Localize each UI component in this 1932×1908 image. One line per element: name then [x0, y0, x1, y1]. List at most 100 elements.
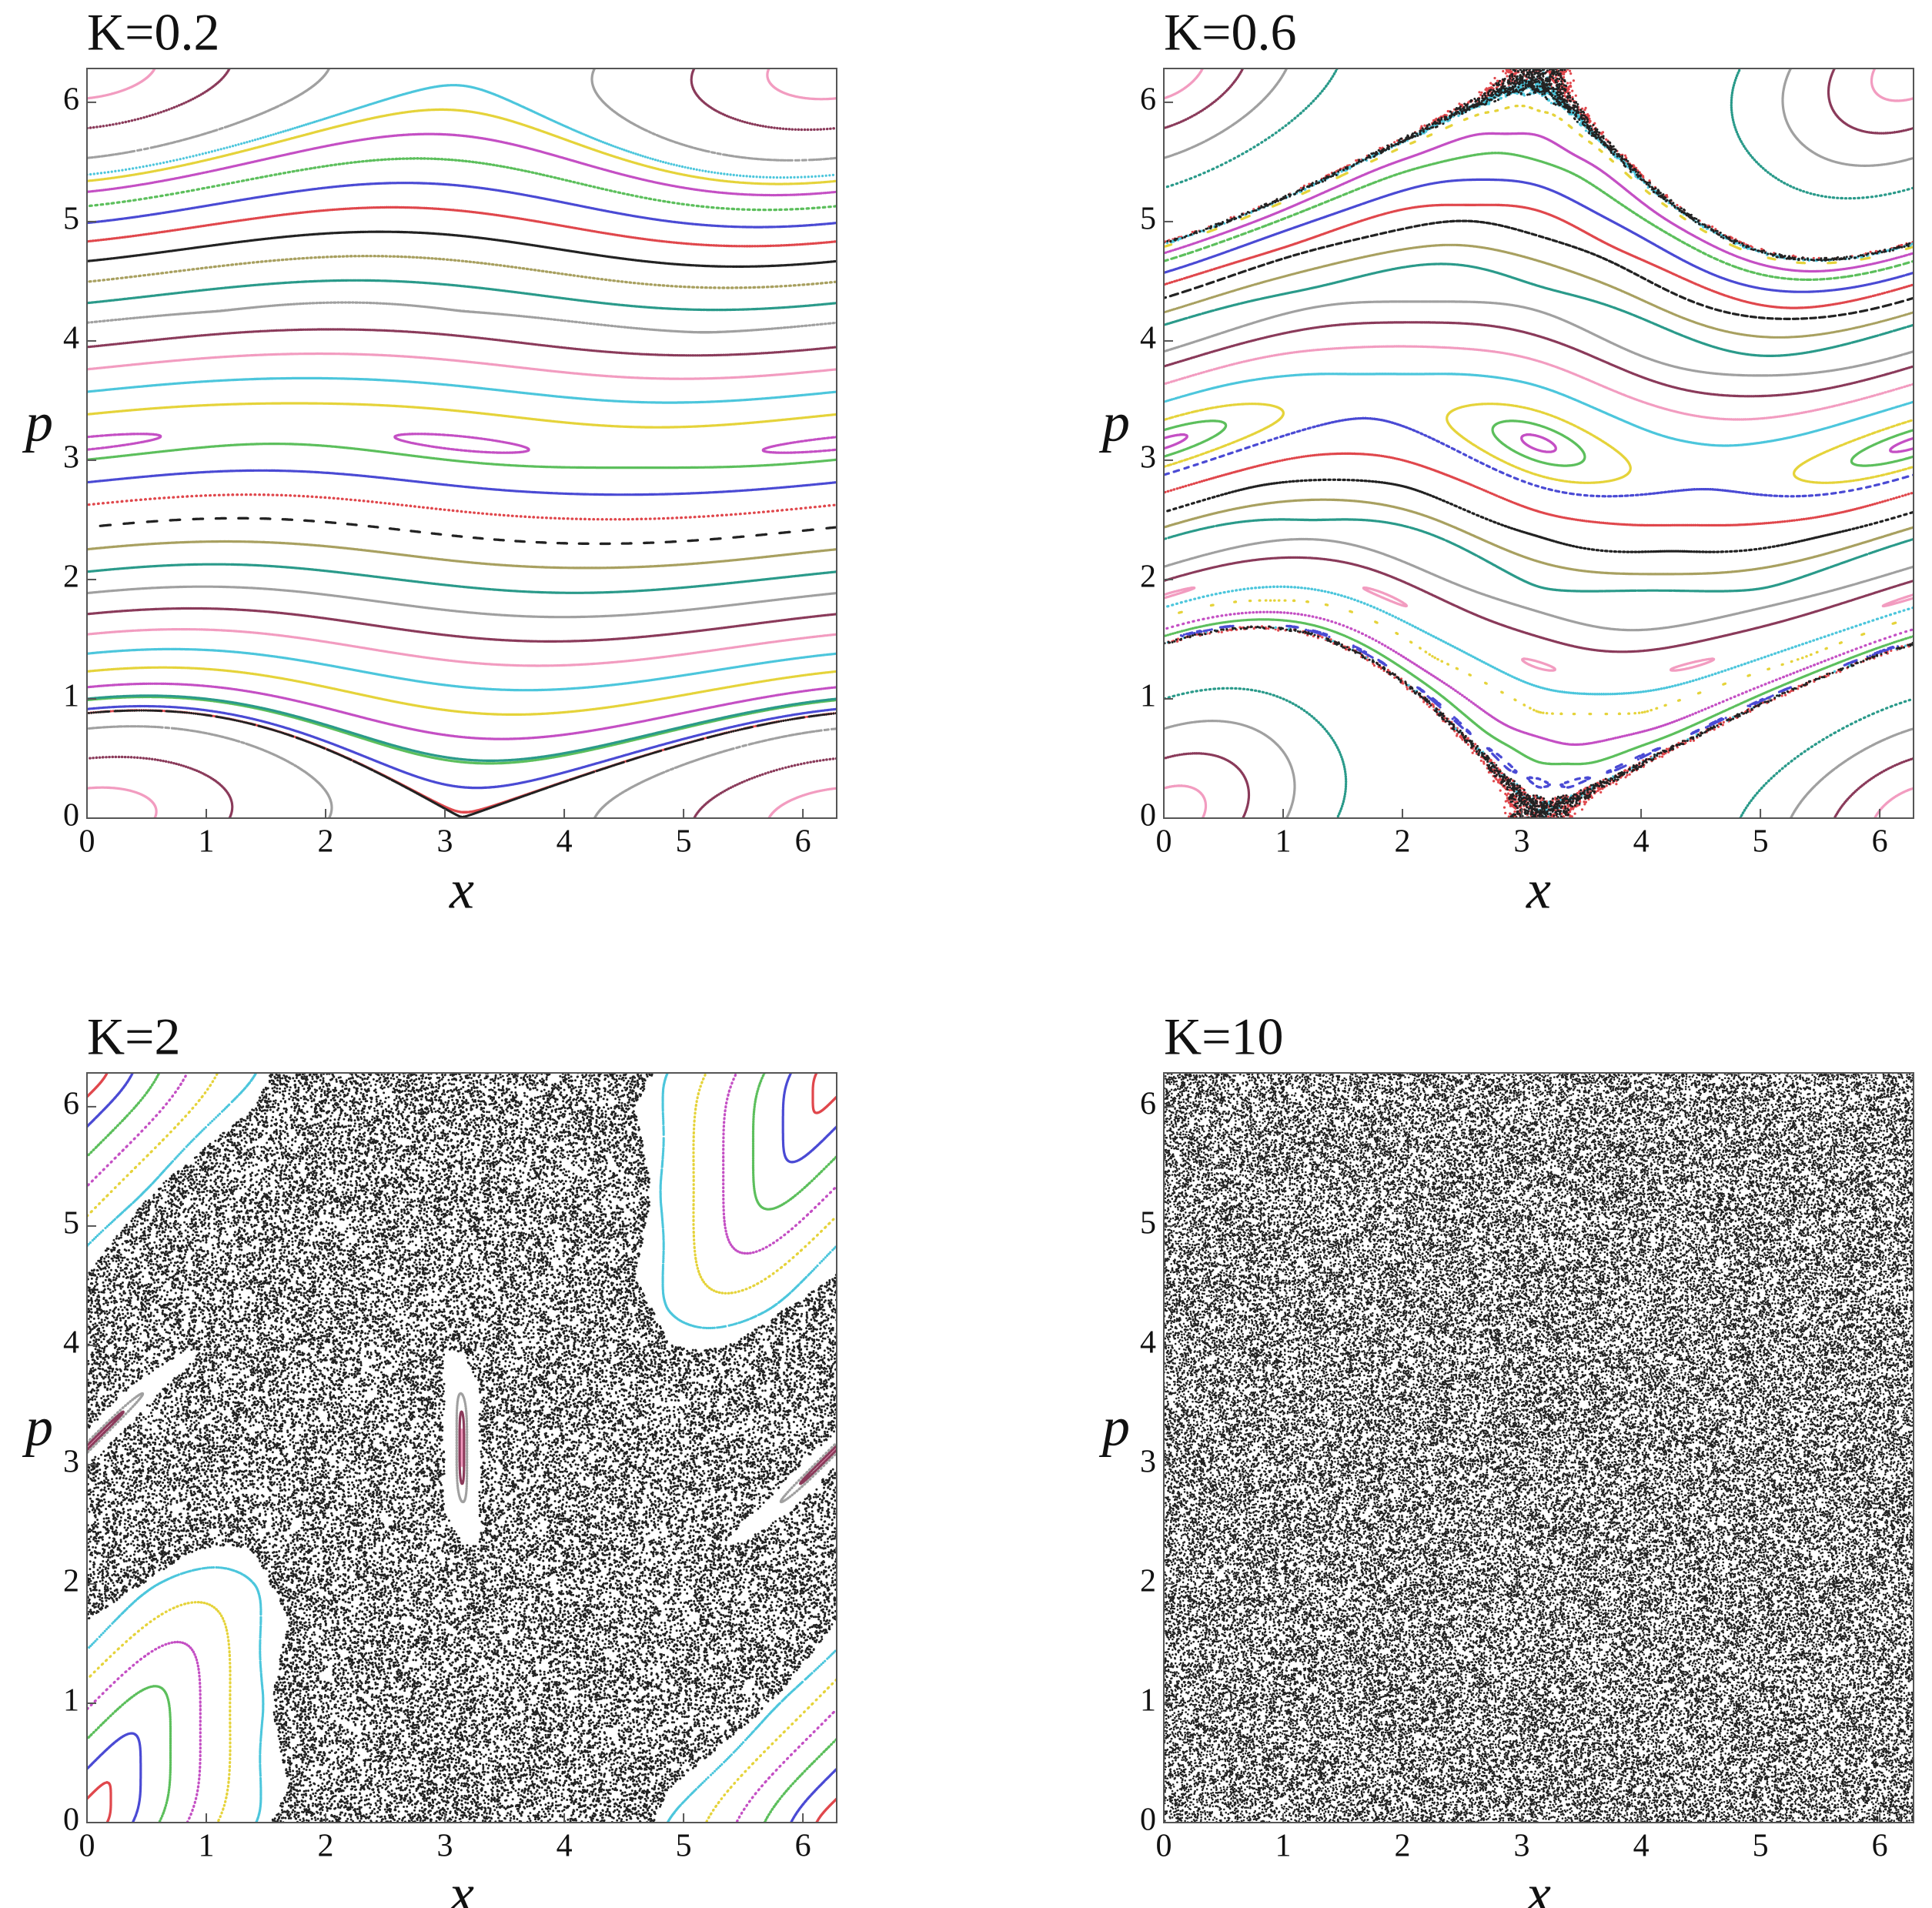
x-tick-label: 3 [1514, 1829, 1530, 1864]
y-tick-label: 3 [63, 1445, 79, 1480]
x-tick-label: 0 [79, 1829, 95, 1864]
y-tick-label: 3 [1140, 440, 1156, 476]
orbit [88, 302, 837, 332]
plot-area [1164, 69, 1914, 818]
orbit [88, 630, 836, 666]
x-tick-label: 4 [557, 1829, 573, 1864]
x-tick-label: 2 [1395, 1829, 1411, 1864]
y-axis-label: p [1098, 392, 1130, 453]
orbit [1179, 600, 1896, 714]
orbit [87, 434, 837, 453]
orbit [1164, 69, 1912, 818]
orbit [100, 518, 837, 543]
x-tick-label: 5 [676, 824, 692, 860]
x-tick-label: 4 [1633, 824, 1650, 860]
x-axis-label: x [449, 859, 474, 921]
x-tick-label: 0 [1156, 824, 1172, 860]
x-tick-label: 6 [795, 824, 811, 860]
y-tick-label: 1 [63, 679, 79, 714]
orbit [88, 354, 837, 379]
orbit [1165, 374, 1913, 446]
y-tick-label: 2 [63, 1564, 79, 1599]
x-tick-label: 4 [557, 824, 573, 860]
orbit [89, 710, 837, 817]
x-tick-label: 0 [79, 824, 95, 860]
x-tick-label: 6 [1872, 824, 1888, 860]
orbit [88, 470, 837, 494]
x-tick-label: 2 [318, 1829, 334, 1864]
orbit [1165, 620, 1913, 764]
x-tick-label: 5 [1753, 1829, 1769, 1864]
orbit [87, 85, 833, 178]
orbit [1165, 419, 1914, 496]
orbit [1164, 69, 1913, 818]
x-axis-label: x [449, 1863, 474, 1908]
x-axis-label: x [1526, 859, 1551, 921]
orbit [87, 609, 836, 642]
y-tick-label: 0 [63, 1803, 79, 1838]
x-tick-label: 3 [1514, 824, 1530, 860]
y-tick-label: 0 [1140, 1803, 1156, 1838]
orbit [89, 256, 836, 288]
y-tick-label: 3 [63, 440, 79, 476]
x-tick-label: 0 [1156, 1829, 1172, 1864]
y-tick-label: 6 [63, 1087, 79, 1122]
y-tick-label: 5 [63, 1206, 79, 1241]
y-tick-label: 6 [1140, 1087, 1156, 1122]
plot-area [87, 1073, 837, 1823]
orbit [1164, 404, 1912, 483]
y-tick-label: 0 [63, 798, 79, 834]
plot-area [87, 69, 837, 818]
orbit [1165, 520, 1913, 591]
y-tick-label: 6 [63, 82, 79, 118]
orbit [89, 329, 837, 356]
chart-title: K=0.6 [1164, 3, 1296, 62]
x-tick-label: 1 [1275, 1829, 1292, 1864]
orbit [1165, 302, 1914, 376]
y-axis-label: p [1098, 1396, 1130, 1458]
y-tick-label: 5 [1140, 202, 1156, 237]
y-tick-label: 2 [63, 560, 79, 595]
chart-title: K=2 [87, 1007, 180, 1066]
orbit [87, 280, 836, 309]
orbit [90, 159, 837, 210]
orbit [1165, 69, 1913, 818]
y-axis-label: p [22, 392, 53, 453]
orbit [1165, 106, 1914, 263]
orbit [1168, 69, 1914, 817]
x-tick-label: 4 [1633, 1829, 1650, 1864]
x-tick-label: 1 [199, 1829, 215, 1864]
orbit [87, 564, 836, 593]
y-tick-label: 4 [1140, 321, 1156, 356]
plot-frame [1164, 69, 1914, 818]
x-tick-label: 6 [1872, 1829, 1888, 1864]
plot-area [1164, 1073, 1914, 1823]
y-tick-label: 6 [1140, 82, 1156, 118]
y-tick-label: 0 [1140, 798, 1156, 834]
orbit [87, 403, 836, 427]
x-tick-label: 1 [1275, 824, 1292, 860]
chart-title: K=10 [1164, 1007, 1283, 1066]
chart-title: K=0.2 [87, 3, 219, 62]
y-tick-label: 3 [1140, 1445, 1156, 1480]
orbit [1164, 1073, 1914, 1823]
x-axis-label: x [1526, 1863, 1551, 1908]
y-tick-label: 4 [63, 1325, 79, 1361]
y-tick-label: 5 [1140, 1206, 1156, 1241]
x-tick-label: 5 [1753, 824, 1769, 860]
orbit [88, 444, 837, 468]
orbit [1165, 557, 1914, 651]
y-tick-label: 1 [63, 1683, 79, 1719]
y-tick-label: 5 [63, 202, 79, 237]
x-tick-label: 1 [199, 824, 215, 860]
y-tick-label: 1 [1140, 1683, 1156, 1719]
x-tick-label: 2 [318, 824, 334, 860]
x-tick-label: 3 [437, 1829, 453, 1864]
orbit [1164, 69, 1913, 818]
orbit [88, 378, 837, 403]
